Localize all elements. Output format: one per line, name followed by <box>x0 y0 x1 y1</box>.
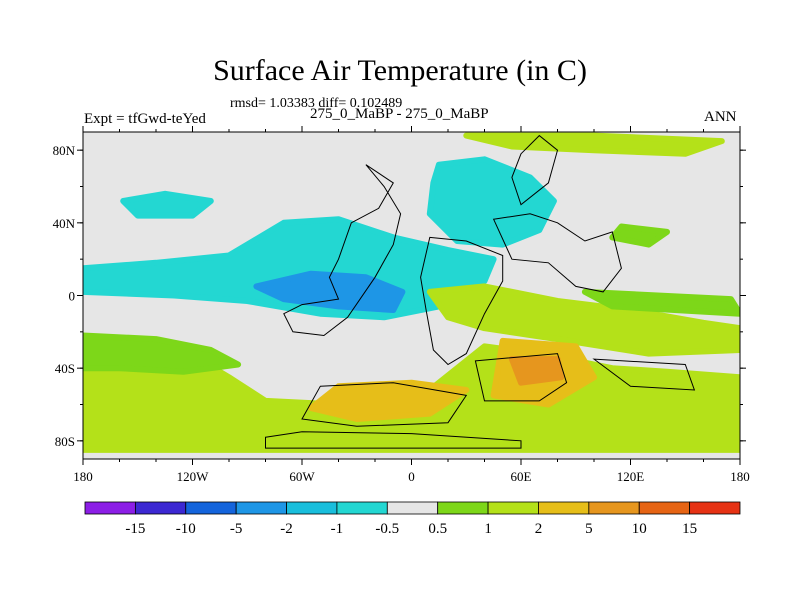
colorbar-swatch <box>386 501 439 515</box>
region-warm-east2 <box>581 288 740 317</box>
colorbar-label: 1 <box>484 521 492 537</box>
colorbar-label: 15 <box>682 521 697 537</box>
colorbar-label: 5 <box>585 521 593 537</box>
region-orange-1 <box>308 379 470 422</box>
colorbar-swatch <box>235 501 287 515</box>
colorbar-label: -10 <box>176 521 196 537</box>
colorbar-label: -15 <box>125 521 145 537</box>
colorbar-swatch <box>538 501 590 515</box>
continent-outline <box>301 382 468 427</box>
x-axis: 180 120W 60W 0 60E 120E 180 <box>73 126 750 484</box>
colorbar-label: 0.5 <box>428 521 447 537</box>
continent-outlines <box>265 134 696 449</box>
colorbar-label: 10 <box>632 521 647 537</box>
contour-regions <box>83 132 740 453</box>
region-warm-arctic <box>463 132 725 157</box>
x-tick-label: 120E <box>617 469 645 484</box>
experiment-label: Expt = tfGwd-teYed <box>84 111 206 127</box>
x-tick-label: 120W <box>177 469 210 484</box>
colorbar-swatch <box>437 501 489 515</box>
region-warm-south-green <box>83 332 242 375</box>
continent-outline <box>511 134 559 206</box>
continent-outline <box>474 353 568 402</box>
chart-subtitle: 275_0_MaBP - 275_0_MaBP <box>310 106 489 122</box>
x-tick-label: 60W <box>289 469 315 484</box>
x-tick-label: 60E <box>511 469 532 484</box>
y-tick-label: 40N <box>53 216 76 231</box>
region-orange-3 <box>508 356 565 386</box>
colorbar-label: 2 <box>535 521 543 537</box>
region-cool-deep <box>253 270 406 313</box>
colorbar-swatch <box>689 501 741 515</box>
region-cool-arctic <box>426 156 557 248</box>
stats-label: rmsd= 1.03383 diff= 0.102489 <box>230 96 403 111</box>
y-axis: 80N 40N 0 40S 80S <box>53 143 746 449</box>
colorbar-swatch <box>588 501 640 515</box>
colorbar: -15 -10 -5 -2 -1 -0.5 0.5 1 2 5 10 15 <box>84 501 741 537</box>
colorbar-label: -1 <box>331 521 344 537</box>
y-tick-label: 40S <box>55 361 75 376</box>
season-label: ANN <box>704 109 737 125</box>
continent-outline <box>420 236 504 366</box>
region-cool-npac <box>120 190 214 219</box>
colorbar-swatch <box>185 501 237 515</box>
colorbar-swatch <box>286 501 338 515</box>
continent-outline <box>283 164 402 337</box>
colorbar-swatch <box>84 501 136 515</box>
y-tick-label: 80S <box>55 434 75 449</box>
y-tick-label: 0 <box>69 289 76 304</box>
chart-title: Surface Air Temperature (in C) <box>213 54 587 87</box>
x-tick-label: 0 <box>408 469 415 484</box>
colorbar-label: -5 <box>230 521 243 537</box>
x-tick-label: 180 <box>73 469 93 484</box>
region-warm-east <box>609 223 670 248</box>
colorbar-swatch <box>638 501 691 515</box>
colorbar-swatch <box>336 501 388 515</box>
continent-outline <box>592 358 696 391</box>
x-tick-label: 180 <box>730 469 750 484</box>
colorbar-swatch <box>134 501 187 515</box>
colorbar-label: -0.5 <box>375 521 399 537</box>
colorbar-swatch <box>487 501 539 515</box>
colorbar-label: -2 <box>280 521 293 537</box>
continent-outline <box>265 431 522 449</box>
continent-outline <box>492 213 622 293</box>
y-tick-label: 80N <box>53 143 76 158</box>
